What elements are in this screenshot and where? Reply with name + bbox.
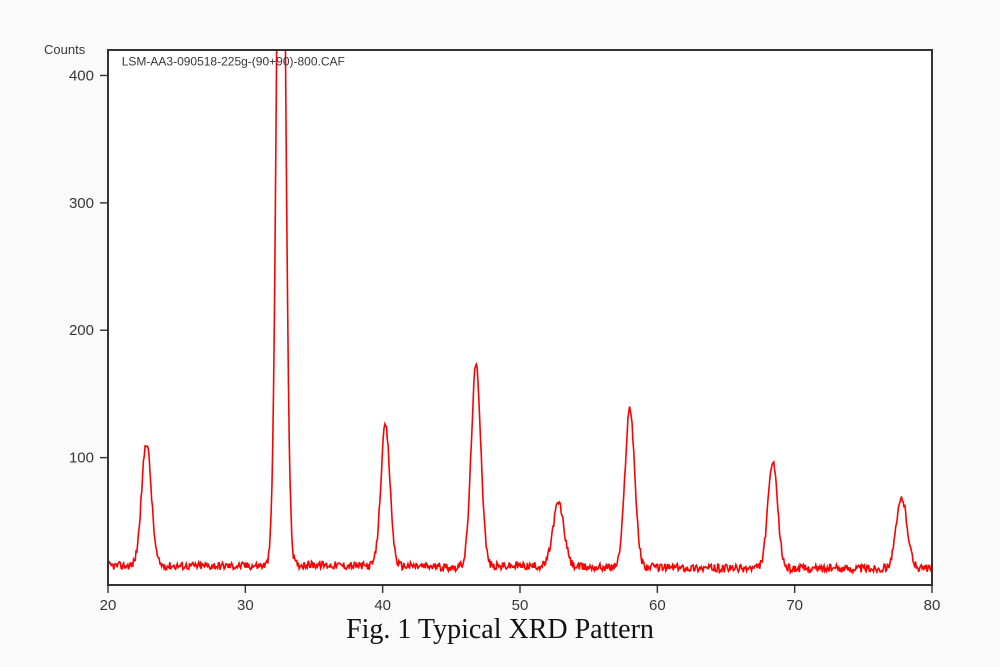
svg-text:200: 200 [69,322,94,339]
svg-text:30: 30 [237,597,254,614]
chart-annotation: LSM-AA3-090518-225g-(90+90)-800.CAF [122,54,345,68]
svg-text:40: 40 [374,597,391,614]
svg-text:50: 50 [512,597,529,614]
svg-text:80: 80 [924,597,941,614]
svg-text:70: 70 [786,597,803,614]
svg-text:20: 20 [100,597,117,614]
svg-text:300: 300 [69,195,94,212]
svg-text:100: 100 [69,450,94,467]
figure-caption: Fig. 1 Typical XRD Pattern [0,614,1000,646]
y-axis-label: Counts [44,42,85,57]
xrd-chart: 20 30 40 50 60 70 80 100 200 300 400 LSM-AA3-090518… [0,0,1000,620]
svg-text:400: 400 [69,67,94,84]
svg-text:60: 60 [649,597,666,614]
page: { "y_axis_label": "Counts", "caption": "… [0,0,1000,667]
